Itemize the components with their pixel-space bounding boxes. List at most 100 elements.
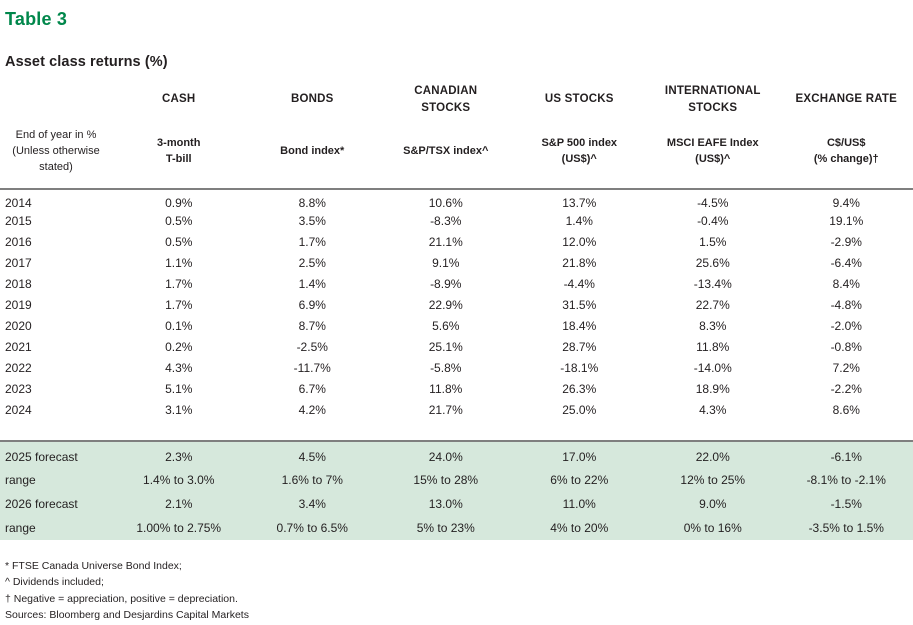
- forecast-table-row: range 1.4% to 3.0% 1.6% to 7% 15% to 28% 6% …: [0, 468, 913, 493]
- value-cell: 1.4%: [565, 213, 593, 228]
- sub-header-sptsx: S&P/TSX index^: [379, 118, 513, 191]
- year-label: 2021: [5, 339, 32, 354]
- value-cell: 4.3%: [165, 360, 193, 375]
- value-cell: 0.1%: [165, 318, 193, 333]
- sub-header-bond-index: Bond index*: [245, 118, 379, 191]
- forecast-table-row: range 1.00% to 2.75% 0.7% to 6.5% 5% to 23%…: [0, 516, 913, 541]
- forecast-value-cell: 22.0%: [646, 440, 780, 469]
- value-cell: 1.5%: [699, 234, 727, 249]
- table-subtitle: Asset class returns (%): [5, 54, 168, 70]
- group-header-bonds: BONDS: [290, 93, 334, 106]
- value-cell: -4.8%: [830, 297, 862, 312]
- value-cell: 3.5%: [298, 213, 326, 228]
- value-cell: 31.5%: [562, 297, 597, 312]
- value-cell: 13.7%: [562, 196, 597, 211]
- value-cell: 5.6%: [432, 318, 460, 333]
- value-cell: 22.9%: [428, 297, 463, 312]
- group-header-empty: [0, 77, 112, 118]
- forecast-value-cell: 3.4%: [245, 492, 379, 517]
- value-cell: 9.4%: [832, 196, 860, 211]
- value-cell: 3.1%: [165, 402, 193, 417]
- value-cell: 18.4%: [562, 318, 597, 333]
- table-row: 2014 0.9% 8.8% 10.6% 13.7% -4.5% 9.4%: [0, 189, 913, 210]
- value-cell: -2.5%: [296, 339, 328, 354]
- sub-header-row: End of year in % (Unless otherwise state…: [0, 118, 913, 191]
- value-cell: 8.4%: [832, 276, 860, 291]
- forecast-value-cell: 24.0%: [379, 440, 513, 469]
- forecast-value-cell: 1.00% to 2.75%: [112, 516, 246, 541]
- forecast-label: range: [0, 516, 112, 541]
- value-cell: 1.7%: [298, 234, 326, 249]
- forecast-value-cell: 1.4% to 3.0%: [112, 468, 246, 493]
- value-cell: 9.1%: [432, 255, 460, 270]
- table-row: 2017 1.1% 2.5% 9.1% 21.8% 25.6% -6.4%: [0, 252, 913, 273]
- value-cell: 19.1%: [829, 213, 864, 228]
- value-cell: -8.9%: [430, 276, 462, 291]
- value-cell: 4.3%: [699, 402, 727, 417]
- forecast-value-cell: 0% to 16%: [646, 516, 780, 541]
- table-number-title: Table 3: [5, 9, 68, 29]
- value-cell: 10.6%: [428, 196, 463, 211]
- year-label: 2024: [5, 402, 32, 417]
- year-label: 2016: [5, 234, 32, 249]
- value-cell: 1.7%: [165, 297, 193, 312]
- value-cell: -8.3%: [430, 213, 462, 228]
- value-cell: -6.4%: [830, 255, 862, 270]
- value-cell: 8.3%: [699, 318, 727, 333]
- value-cell: -2.0%: [830, 318, 862, 333]
- year-label: 2014: [5, 196, 32, 211]
- value-cell: 25.0%: [562, 402, 597, 417]
- group-header-exchange-rate: EXCHANGE RATE: [795, 93, 897, 106]
- footnote-bond-index: * FTSE Canada Universe Bond Index;: [5, 560, 182, 573]
- forecast-label: 2025 forecast: [0, 440, 112, 469]
- value-cell: -0.4%: [697, 213, 729, 228]
- value-cell: 7.2%: [832, 360, 860, 375]
- footnotes: * FTSE Canada Universe Bond Index; ^ Div…: [0, 540, 913, 623]
- value-cell: 1.4%: [298, 276, 326, 291]
- value-cell: 0.5%: [165, 234, 193, 249]
- value-cell: 21.1%: [428, 234, 463, 249]
- asset-returns-table: CASH BONDS CANADIAN STOCKS US STOCKS INT…: [0, 77, 913, 541]
- value-cell: 8.8%: [298, 196, 326, 211]
- group-header-canadian-stocks: CANADIAN STOCKS: [414, 85, 478, 114]
- row-axis-header: End of year in % (Unless otherwise state…: [0, 118, 112, 191]
- year-label: 2020: [5, 318, 32, 333]
- history-rows: 2014 0.9% 8.8% 10.6% 13.7% -4.5% 9.4% 2015 0.5% 3…: [0, 189, 913, 441]
- value-cell: 6.7%: [298, 381, 326, 396]
- year-label: 2019: [5, 297, 32, 312]
- value-cell: 21.7%: [428, 402, 463, 417]
- forecast-value-cell: -1.5%: [779, 492, 913, 517]
- value-cell: 25.1%: [428, 339, 463, 354]
- forecast-value-cell: 4% to 20%: [512, 516, 646, 541]
- forecast-value-cell: 1.6% to 7%: [245, 468, 379, 493]
- value-cell: -0.8%: [830, 339, 862, 354]
- value-cell: -11.7%: [293, 360, 331, 375]
- table-row: 2021 0.2% -2.5% 25.1% 28.7% 11.8% -0.8%: [0, 336, 913, 357]
- footnote-sources: Sources: Bloomberg and Desjardins Capita…: [5, 608, 249, 621]
- value-cell: 11.8%: [696, 339, 730, 354]
- value-cell: 6.9%: [298, 297, 326, 312]
- value-cell: -2.2%: [830, 381, 862, 396]
- value-cell: 21.8%: [562, 255, 597, 270]
- group-header-row: CASH BONDS CANADIAN STOCKS US STOCKS INT…: [0, 77, 913, 118]
- group-header-international-stocks: INTERNATIONAL STOCKS: [664, 85, 761, 114]
- group-header-us-stocks: US STOCKS: [544, 93, 614, 106]
- value-cell: 8.7%: [298, 318, 326, 333]
- forecast-value-cell: 4.5%: [245, 440, 379, 469]
- value-cell: 0.2%: [165, 339, 193, 354]
- forecast-value-cell: -3.5% to 1.5%: [779, 516, 913, 541]
- value-cell: 0.9%: [165, 196, 193, 211]
- forecast-value-cell: -8.1% to -2.1%: [779, 468, 913, 493]
- table-row: 2022 4.3% -11.7% -5.8% -18.1% -14.0% 7.2%: [0, 357, 913, 378]
- value-cell: 1.7%: [165, 276, 193, 291]
- value-cell: -13.4%: [693, 276, 732, 291]
- year-label: 2022: [5, 360, 32, 375]
- table-row: 2019 1.7% 6.9% 22.9% 31.5% 22.7% -4.8%: [0, 294, 913, 315]
- footnote-dividends: ^ Dividends included;: [5, 576, 104, 589]
- group-header-cash: CASH: [162, 93, 196, 106]
- forecast-value-cell: 13.0%: [379, 492, 513, 517]
- forecast-value-cell: 12% to 25%: [646, 468, 780, 493]
- value-cell: 18.9%: [695, 381, 730, 396]
- table-row: 2023 5.1% 6.7% 11.8% 26.3% 18.9% -2.2%: [0, 378, 913, 399]
- forecast-value-cell: 15% to 28%: [379, 468, 513, 493]
